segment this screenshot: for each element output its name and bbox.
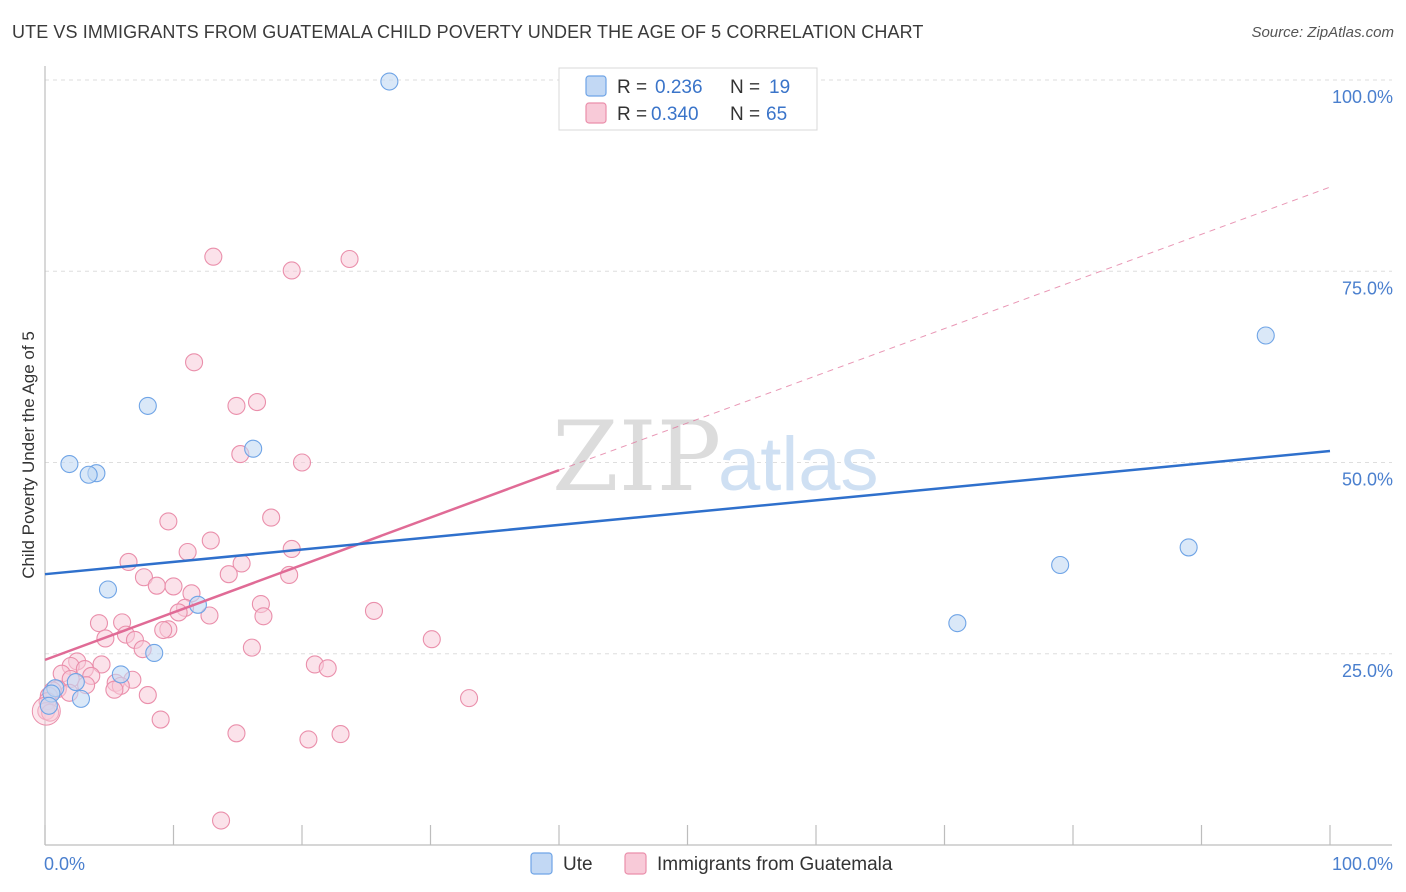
legend-ute-swatch xyxy=(530,852,553,875)
ute-point xyxy=(380,72,399,91)
ute-point xyxy=(1051,555,1070,575)
x-tick-label: 0.0% xyxy=(44,854,85,874)
guatemala-point xyxy=(219,565,238,584)
ute-point xyxy=(111,665,130,684)
x-tick-label: 100.0% xyxy=(1332,854,1393,874)
guatemala-point xyxy=(282,261,301,280)
guatemala-point xyxy=(200,606,219,625)
watermark-zip-text: ZIP xyxy=(552,401,721,513)
ute-n-label: N = xyxy=(730,77,760,98)
ute-swatch xyxy=(585,75,607,97)
ute-point xyxy=(79,465,98,484)
zipatlas-watermark: ZIP atlas xyxy=(552,401,879,513)
y-tick-labels: 25.0% 50.0% 75.0% 100.0% xyxy=(1332,87,1393,681)
ute-point xyxy=(138,396,157,415)
trend-lines xyxy=(44,186,1331,662)
guatemala-point xyxy=(299,730,318,749)
guatemala-point xyxy=(154,620,173,640)
y-tick-label: 75.0% xyxy=(1342,278,1393,298)
guatemala-point xyxy=(318,659,337,678)
guatemala-point xyxy=(138,686,157,705)
guatemala-point xyxy=(201,531,220,550)
guatemala-r-label: R = xyxy=(617,104,647,125)
ute-point xyxy=(39,696,58,715)
guatemala-point xyxy=(227,396,246,415)
guatemala-point xyxy=(151,710,170,729)
guatemala-point xyxy=(459,689,479,708)
y-tick-label: 50.0% xyxy=(1342,470,1393,490)
chart-title: UTE VS IMMIGRANTS FROM GUATEMALA CHILD P… xyxy=(12,22,924,42)
guatemala-point xyxy=(242,638,261,657)
guatemala-point xyxy=(247,393,267,412)
guatemala-n-label: N = xyxy=(730,104,760,125)
guatemala-swatch xyxy=(585,102,607,124)
ute-point xyxy=(98,580,118,599)
guatemala-point xyxy=(105,680,124,699)
guatemala-r-value: 0.340 xyxy=(651,104,699,125)
ute-point xyxy=(71,689,91,708)
legend-guatemala-label: Immigrants from Guatemala xyxy=(657,854,893,875)
guatemala-point xyxy=(331,725,350,744)
ute-r-value: 0.236 xyxy=(655,77,703,98)
ute-r-label: R = xyxy=(617,77,647,98)
axes xyxy=(44,66,1392,846)
guatemala-point xyxy=(89,614,109,633)
guatemala-point xyxy=(185,353,204,372)
guatemala-point xyxy=(147,576,166,595)
guatemala-point xyxy=(292,453,312,472)
legend-guatemala-swatch xyxy=(624,852,647,875)
guatemala-trend-line xyxy=(44,468,560,662)
bottom-legend: Ute Immigrants from Guatemala xyxy=(530,852,893,875)
stats-legend: R = 0.236 N = 19 R = 0.340 N = 65 xyxy=(558,67,818,131)
guatemala-point xyxy=(262,508,281,527)
guatemala-point xyxy=(211,811,231,830)
guatemala-point xyxy=(254,607,273,626)
guatemala-point xyxy=(178,542,197,562)
guatemala-point xyxy=(134,568,153,587)
y-axis-title: Child Poverty Under the Age of 5 xyxy=(19,331,38,579)
grid-lines xyxy=(45,79,1392,655)
x-tick-labels: 0.0% 100.0% xyxy=(44,854,1393,874)
ute-point xyxy=(60,454,79,474)
guatemala-point xyxy=(340,249,359,269)
series-ute-points xyxy=(39,72,1275,715)
guatemala-point xyxy=(159,512,178,531)
guatemala-point xyxy=(164,577,183,596)
guatemala-point xyxy=(227,724,246,743)
guatemala-n-value: 65 xyxy=(766,104,787,125)
legend-ute-label: Ute xyxy=(563,854,593,875)
watermark-atlas-text: atlas xyxy=(718,422,879,507)
guatemala-point xyxy=(204,247,223,266)
source-label: Source: ZipAtlas.com xyxy=(1251,24,1394,41)
ute-point xyxy=(244,439,263,458)
guatemala-trend-extension xyxy=(558,186,1331,471)
guatemala-point xyxy=(92,655,111,674)
ute-trend-line xyxy=(44,449,1331,576)
y-tick-label: 100.0% xyxy=(1332,87,1393,107)
ute-point xyxy=(1256,326,1275,345)
ute-point xyxy=(145,643,164,663)
ute-point xyxy=(948,614,967,633)
guatemala-point xyxy=(422,630,441,649)
ute-point xyxy=(1179,538,1198,557)
ute-n-value: 19 xyxy=(769,77,790,98)
y-tick-label: 25.0% xyxy=(1342,661,1393,681)
ute-point xyxy=(66,673,85,692)
guatemala-point xyxy=(364,601,384,620)
